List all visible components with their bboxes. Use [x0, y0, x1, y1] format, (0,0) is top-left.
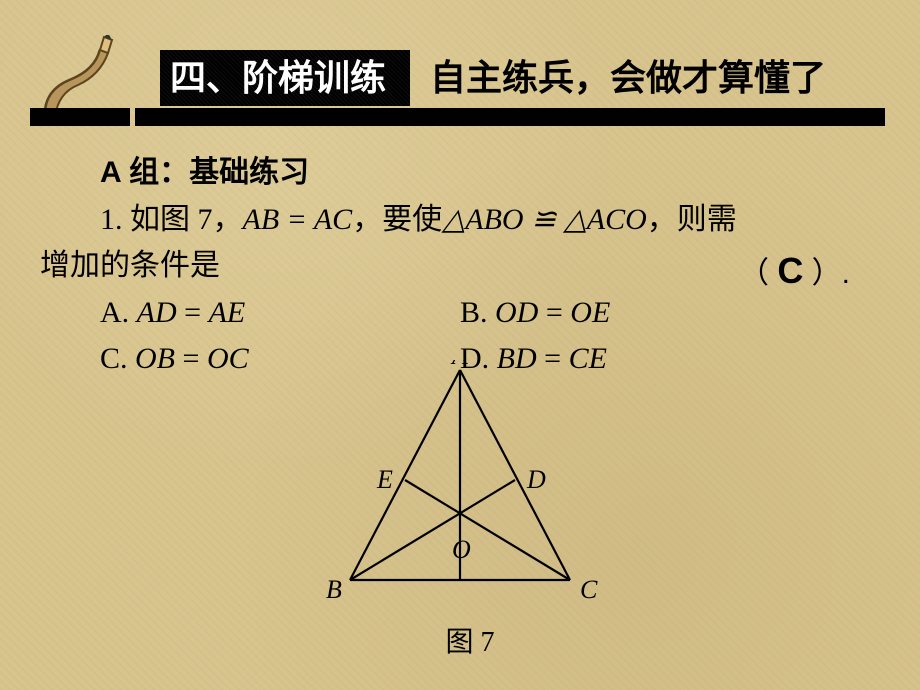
opt-a-lhs: AD: [137, 296, 177, 329]
question-line2: 增加的条件是 （ C ）.: [40, 243, 880, 290]
answer-slot: （ C ）.: [739, 243, 850, 299]
figure-caption: 图 7: [310, 620, 630, 660]
section-subtitle: 自主练兵，会做才算懂了: [430, 50, 826, 106]
q-mid2: ，则需: [647, 203, 737, 236]
paren-close: ）.: [803, 257, 850, 290]
option-a: A. AD = AE: [100, 290, 460, 337]
group-letter: A: [100, 156, 122, 189]
group-label: 组：基础练习: [122, 156, 310, 189]
header-underline-left: [30, 108, 130, 126]
q-eq1: AB = AC: [243, 203, 353, 236]
q-pre: 如图 7，: [130, 203, 243, 236]
opt-a-rhs: AE: [209, 296, 246, 329]
opt-b-lhs: OD: [495, 296, 538, 329]
svg-text:A: A: [450, 360, 468, 370]
opt-b-label: B.: [460, 296, 495, 329]
q-line2: 增加的条件是: [40, 249, 220, 282]
svg-text:O: O: [452, 535, 471, 564]
question-text: 1. 如图 7，AB = AC，要使△ABO ≌ △ACO，则需: [40, 197, 880, 244]
opt-a-eq: =: [177, 296, 209, 329]
q-tri: △ABO ≌ △ACO: [442, 203, 647, 236]
section-banner: 四、阶梯训练: [160, 50, 410, 106]
opt-c-rhs: OC: [207, 342, 249, 375]
header-underline-right: [135, 108, 885, 126]
q-number: 1.: [100, 203, 130, 236]
content-area: A 组：基础练习 1. 如图 7，AB = AC，要使△ABO ≌ △ACO，则…: [40, 150, 880, 383]
svg-text:E: E: [376, 465, 393, 494]
svg-text:B: B: [326, 575, 342, 604]
svg-text:D: D: [526, 465, 546, 494]
opt-c-label: C.: [100, 342, 135, 375]
group-title: A 组：基础练习: [100, 150, 880, 197]
paren-open: （: [739, 257, 777, 290]
opt-b-rhs: OE: [570, 296, 610, 329]
triangle-diagram: A B C D E O: [310, 360, 610, 620]
opt-c-eq: =: [175, 342, 207, 375]
answer-letter: C: [777, 250, 803, 291]
q-mid1: ，要使: [352, 203, 442, 236]
opt-c-lhs: OB: [135, 342, 175, 375]
opt-b-eq: =: [538, 296, 570, 329]
figure-7: A B C D E O 图 7: [310, 360, 630, 660]
svg-text:C: C: [580, 575, 598, 604]
opt-a-label: A.: [100, 296, 137, 329]
